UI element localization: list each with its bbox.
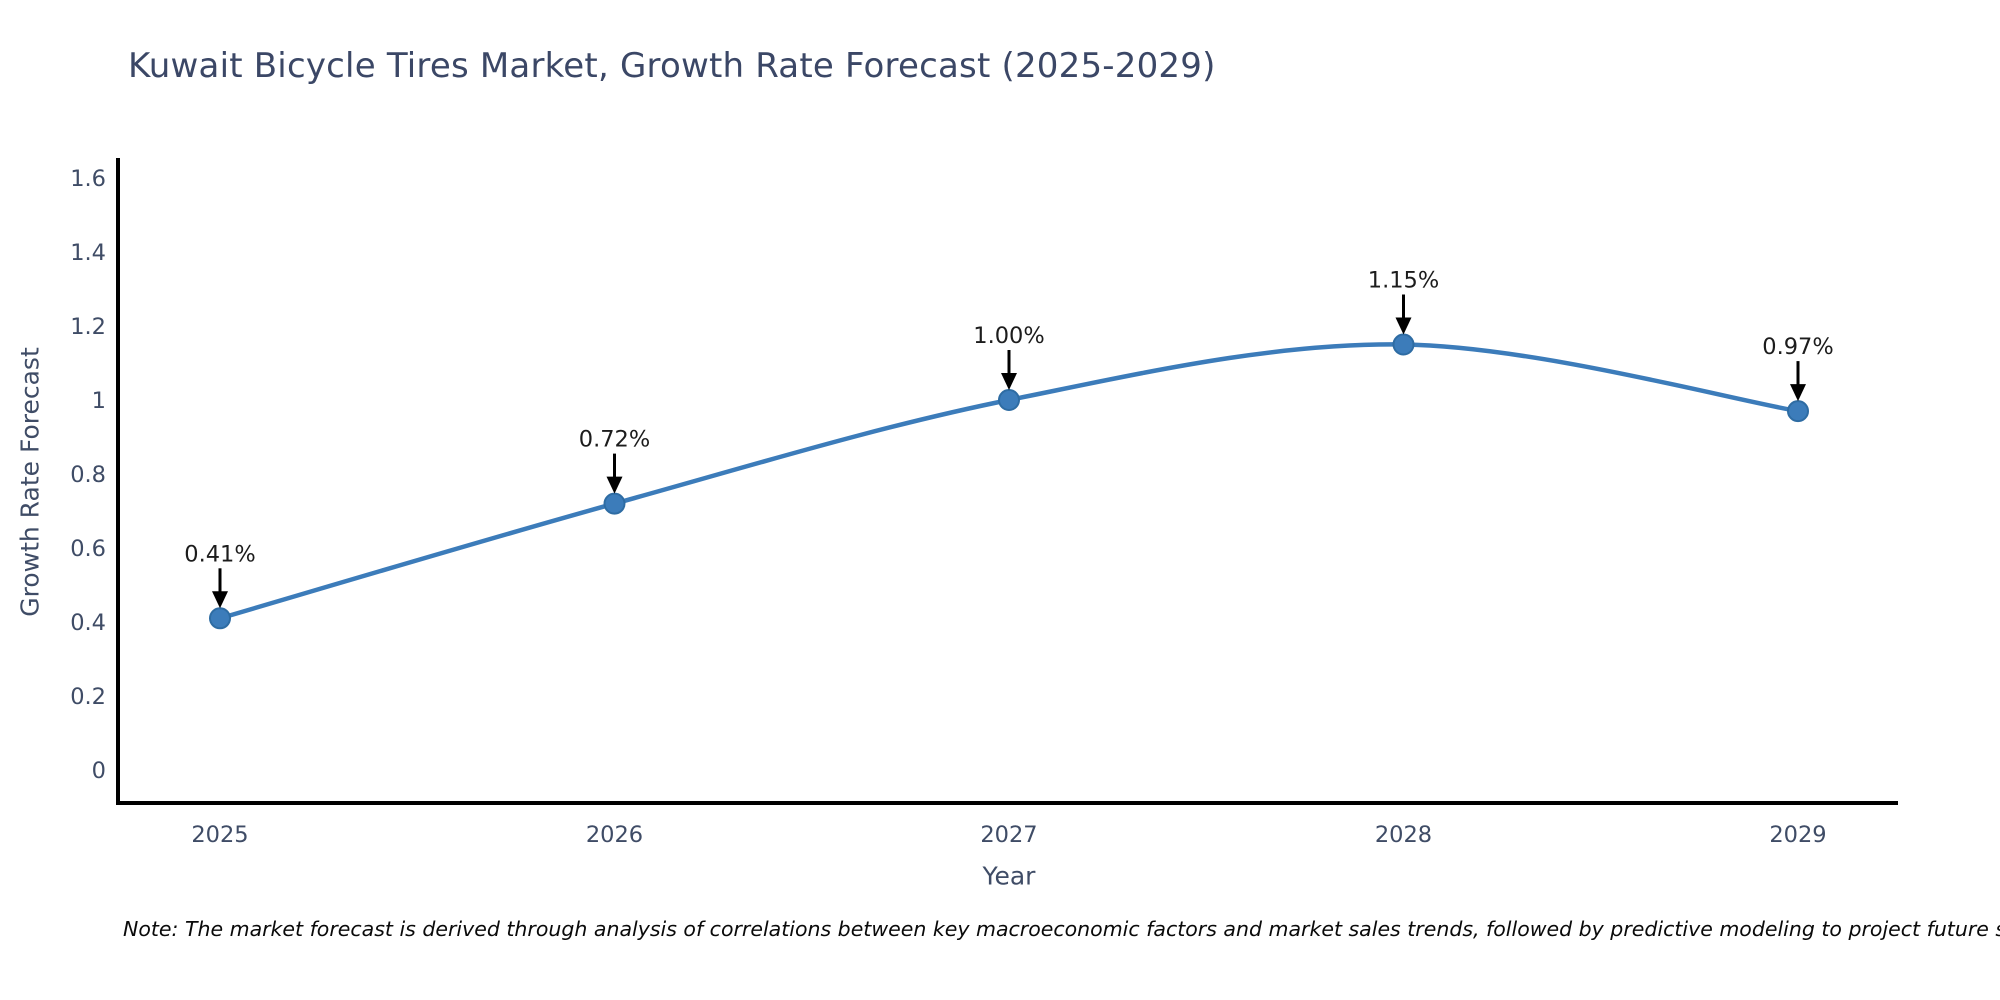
x-tick-label: 2028 [1375,822,1432,848]
y-tick-label: 1.6 [70,166,106,192]
x-tick-label: 2027 [980,822,1037,848]
data-point-label: 1.15% [1368,268,1439,294]
data-point-marker [1392,333,1415,356]
annotation-arrow-head [1001,373,1017,390]
data-point-label: 0.72% [579,427,650,453]
y-tick-label: 0.4 [70,610,106,636]
annotation-arrow-head [212,591,228,609]
y-tick-label: 0.6 [70,536,106,562]
chart-title: Kuwait Bicycle Tires Market, Growth Rate… [128,46,1216,86]
data-point-marker [1787,400,1809,423]
x-tick-label: 2025 [191,822,248,848]
y-tick-label: 0 [92,758,106,784]
annotation-arrow-head [1790,384,1806,402]
y-tick-label: 1 [92,388,106,414]
y-tick-label: 0.2 [70,684,106,710]
annotation-arrow-head [606,476,623,494]
x-tick-label: 2026 [586,822,643,848]
x-axis-title: Year [982,861,1036,891]
x-tick-label: 2029 [1769,822,1826,848]
annotation-arrow-head [1395,317,1412,335]
data-point-marker [998,389,1020,411]
data-point-label: 1.00% [973,323,1044,349]
y-tick-label: 1.4 [70,240,106,266]
y-tick-label: 0.8 [70,462,106,488]
data-point-label: 0.97% [1762,334,1833,360]
data-point-marker [603,492,626,515]
data-point-marker [209,607,231,630]
y-tick-label: 1.2 [70,314,106,340]
data-point-label: 0.41% [184,541,255,567]
footnote: Note: The market forecast is derived thr… [123,917,2000,941]
